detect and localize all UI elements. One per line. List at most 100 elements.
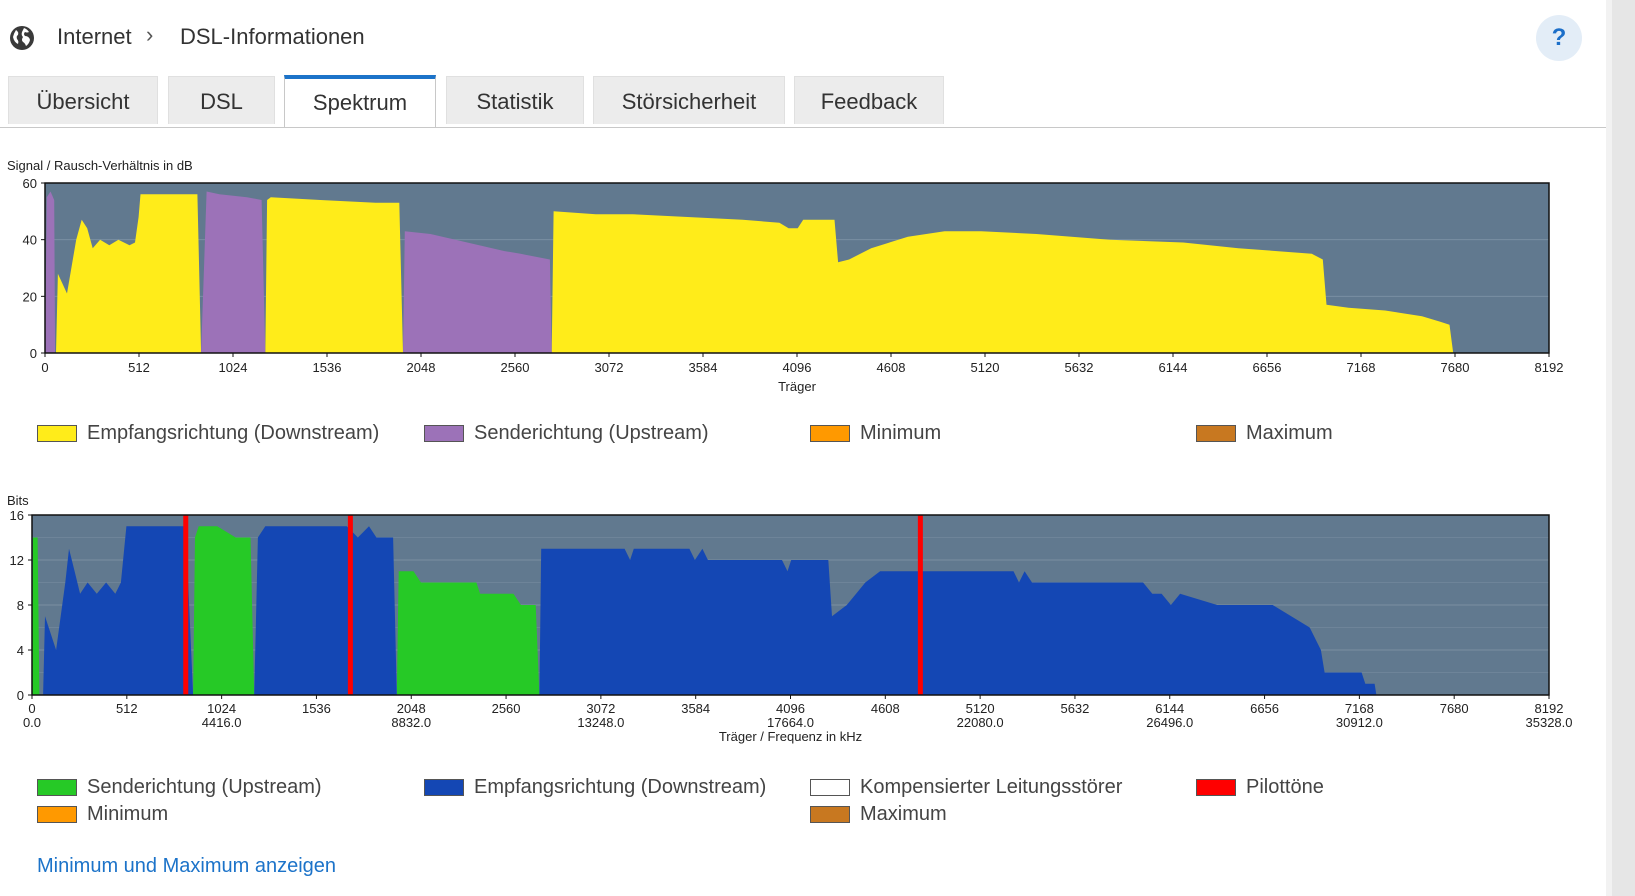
legend-swatch [424, 425, 464, 442]
freq-label: 4416.0 [202, 715, 242, 730]
snr-chart-title: Signal / Rausch-Verhältnis in dB [7, 158, 193, 173]
series-0-area [265, 197, 403, 353]
bits-chart: 0 4 8 12 16 0 512 1024 1536 2048 2560 3072 3584 4096 4… [10, 508, 1573, 744]
x-tick-label: 3584 [689, 360, 718, 375]
x-tick-label: 2048 [407, 360, 436, 375]
series-1-area [539, 548, 1377, 695]
legend-swatch [810, 425, 850, 442]
x-tick-label: 2560 [501, 360, 530, 375]
legend-swatch [37, 806, 77, 823]
legend-swatch [1196, 425, 1236, 442]
y-tick-label: 12 [10, 553, 24, 568]
series-1-area [45, 191, 56, 353]
x-tick-label: 5632 [1060, 701, 1089, 716]
x-tick-label: 8192 [1535, 360, 1564, 375]
x-tick-label: 1536 [302, 701, 331, 716]
legend-label: Minimum [860, 422, 942, 444]
x-tick-label: 7168 [1347, 360, 1376, 375]
header: Internet › DSL-Informationen ? [0, 0, 1606, 75]
tab-statistik[interactable]: Statistik [446, 76, 584, 124]
legend-swatch [37, 425, 77, 442]
freq-label: 17664.0 [767, 715, 814, 730]
x-tick-label: 5120 [966, 701, 995, 716]
x-tick-label: 2048 [397, 701, 426, 716]
series-0-area [56, 194, 202, 353]
tab-spektrum[interactable]: Spektrum [284, 75, 436, 128]
x-tick-label: 6144 [1155, 701, 1184, 716]
x-tick-label: 3072 [595, 360, 624, 375]
x-tick-label: 6656 [1253, 360, 1282, 375]
pilot-tone-mark [917, 515, 923, 695]
x-tick-label: 0 [41, 360, 48, 375]
series-1-area [43, 526, 194, 695]
tab-feedback[interactable]: Feedback [794, 76, 944, 124]
y-tick-label: 4 [17, 643, 24, 658]
legend-label: Kompensierter Leitungsstörer [860, 776, 1123, 798]
y-tick-label: 16 [10, 508, 24, 523]
legend-label: Maximum [1246, 422, 1333, 444]
legend-label: Senderichtung (Upstream) [87, 776, 322, 798]
x-tick-label: 4608 [877, 360, 906, 375]
help-button[interactable]: ? [1536, 15, 1582, 61]
x-tick-label: 4608 [871, 701, 900, 716]
x-tick-label: 7680 [1441, 360, 1470, 375]
y-tick-label: 60 [23, 176, 37, 191]
x-tick-label: 3584 [681, 701, 710, 716]
y-tick-label: 8 [17, 598, 24, 613]
x-tick-label: 512 [128, 360, 150, 375]
series-0-area [551, 211, 1454, 353]
legend-swatch [424, 779, 464, 796]
chevron-right-icon: › [146, 22, 154, 47]
snr-chart: 0 20 40 60 0 512 1024 1536 2048 2560 3072 3584 4096 4… [23, 176, 1564, 394]
series-1-area [201, 191, 266, 353]
breadcrumb-internet[interactable]: Internet [57, 24, 132, 49]
legend-label: Empfangsrichtung (Downstream) [87, 422, 380, 444]
bits-chart-title: Bits [7, 493, 29, 508]
x-axis-label: Träger / Frequenz in kHz [719, 729, 862, 744]
x-tick-label: 0 [28, 701, 35, 716]
freq-label: 26496.0 [1146, 715, 1193, 730]
pilot-tone-mark [183, 515, 189, 695]
window-edge [1606, 0, 1612, 896]
x-tick-label: 2560 [492, 701, 521, 716]
freq-label: 13248.0 [577, 715, 624, 730]
y-tick-label: 0 [17, 688, 24, 703]
globe-icon [10, 26, 34, 50]
scrollbar[interactable] [1612, 0, 1635, 896]
x-tick-label: 8192 [1535, 701, 1564, 716]
x-tick-label: 3072 [586, 701, 615, 716]
x-tick-label: 5632 [1065, 360, 1094, 375]
y-tick-label: 0 [30, 346, 37, 361]
tab-divider [0, 127, 1606, 128]
x-tick-label: 1024 [207, 701, 236, 716]
legend-label: Senderichtung (Upstream) [474, 422, 709, 444]
legend-label: Empfangsrichtung (Downstream) [474, 776, 767, 798]
legend-label: Minimum [87, 803, 169, 825]
x-tick-label: 6656 [1250, 701, 1279, 716]
tab-dsl[interactable]: DSL [168, 76, 275, 124]
legend-swatch [37, 779, 77, 796]
y-tick-label: 20 [23, 289, 37, 304]
legend-swatch [1196, 779, 1236, 796]
x-tick-label: 6144 [1159, 360, 1188, 375]
tab-uebersicht[interactable]: Übersicht [8, 76, 158, 124]
x-tick-label: 4096 [776, 701, 805, 716]
series-1-area [403, 231, 552, 353]
show-min-max-link[interactable]: Minimum und Maximum anzeigen [37, 855, 337, 877]
pilot-tone-mark [347, 515, 353, 695]
x-tick-label: 7168 [1345, 701, 1374, 716]
legend-label: Pilottöne [1246, 776, 1324, 798]
series-0-area [193, 526, 255, 695]
tab-stoersicherheit[interactable]: Störsicherheit [593, 76, 785, 124]
series-0-area [32, 537, 40, 695]
x-tick-label: 512 [116, 701, 138, 716]
series-1-area [254, 526, 397, 695]
legend-swatch [810, 779, 850, 796]
freq-label: 22080.0 [957, 715, 1004, 730]
x-tick-label: 1536 [313, 360, 342, 375]
freq-label: 8832.0 [391, 715, 431, 730]
x-tick-label: 5120 [971, 360, 1000, 375]
page-title: DSL-Informationen [180, 24, 365, 49]
freq-label: 0.0 [23, 715, 41, 730]
legend-swatch [810, 806, 850, 823]
